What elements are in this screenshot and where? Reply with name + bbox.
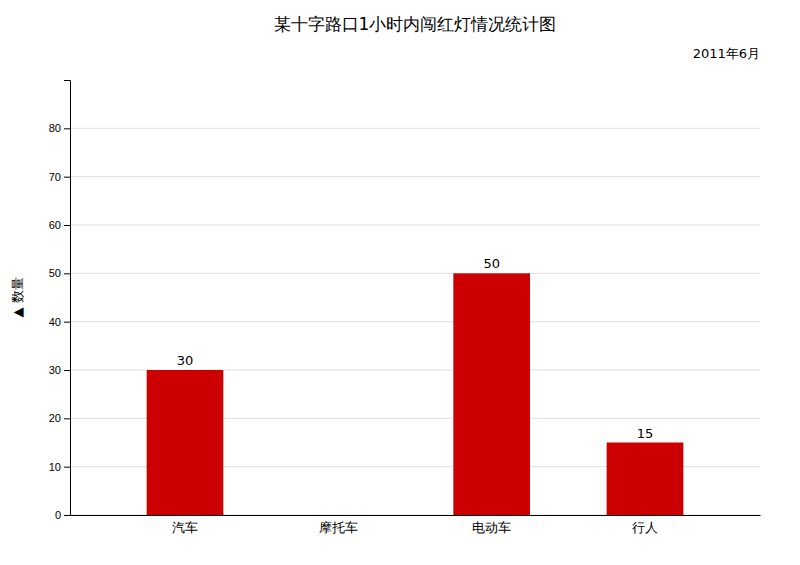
tick-mark (64, 177, 70, 178)
tick-label: 10 (49, 461, 61, 473)
data-label: 15 (637, 426, 654, 441)
axis-line (64, 81, 71, 516)
bar (607, 443, 684, 516)
bars (147, 273, 684, 515)
grid-line (70, 128, 760, 129)
grid (70, 128, 760, 515)
data-label: 30 (177, 353, 194, 368)
tick: 电动车 (472, 520, 511, 535)
tick: 40 (49, 316, 70, 328)
tick-label: 40 (49, 316, 61, 328)
bar (300, 515, 377, 516)
subtitle: 2011年6月 (693, 46, 760, 61)
tick-label: 60 (49, 219, 61, 231)
data-label: 50 (483, 256, 500, 271)
tick-mark (64, 370, 70, 371)
tick-mark (64, 418, 70, 419)
grid-line (70, 225, 760, 226)
y-axis-title: ▲ 数量 (10, 277, 25, 317)
x-axis: 汽车 摩托车 电动车 行人 (71, 516, 761, 536)
tick: 20 (49, 412, 70, 424)
title: 某十字路口1小时内闯红灯情况统计图 (274, 14, 557, 34)
tick-label: 0 (55, 509, 61, 521)
tick-label: 摩托车 (319, 520, 358, 535)
tick-label: 电动车 (472, 520, 511, 535)
tick-mark (64, 515, 70, 516)
tick-mark (64, 273, 70, 274)
tick: 10 (49, 461, 70, 473)
tick: 0 (55, 509, 70, 521)
tick: 摩托车 (319, 520, 358, 535)
tick: 行人 (632, 520, 658, 535)
tick-label: 80 (49, 122, 61, 134)
tick-label: 50 (49, 267, 61, 279)
plot: 汽车 摩托车 电动车 行人 0 10 20 30 40 50 60 70 80 30 50 15 (49, 81, 761, 536)
grid-line (70, 176, 760, 177)
tick-label: 30 (49, 364, 61, 376)
bar (147, 370, 224, 515)
tick-label: 70 (49, 171, 61, 183)
tick: 60 (49, 219, 70, 231)
tick-label: 汽车 (172, 520, 198, 535)
grid-line (70, 273, 760, 274)
bar (453, 273, 530, 515)
tick-mark (64, 225, 70, 226)
y-axis: 0 10 20 30 40 50 60 70 80 (49, 81, 71, 522)
axis-line (71, 515, 761, 516)
data-labels: 30 50 15 (177, 256, 654, 440)
tick: 50 (49, 267, 70, 279)
chart: 汽车 摩托车 电动车 行人 0 10 20 30 40 50 60 70 80 30 50 15 某十字路口1小… (0, 0, 800, 565)
tick-mark (64, 128, 70, 129)
tick-label: 20 (49, 412, 61, 424)
tick-mark (64, 467, 70, 468)
tick: 80 (49, 122, 70, 134)
tick: 30 (49, 364, 70, 376)
tick-label: 行人 (632, 520, 658, 535)
tick: 汽车 (172, 520, 198, 535)
tick: 70 (49, 171, 70, 183)
grid-line (70, 321, 760, 322)
tick-mark (64, 322, 70, 323)
